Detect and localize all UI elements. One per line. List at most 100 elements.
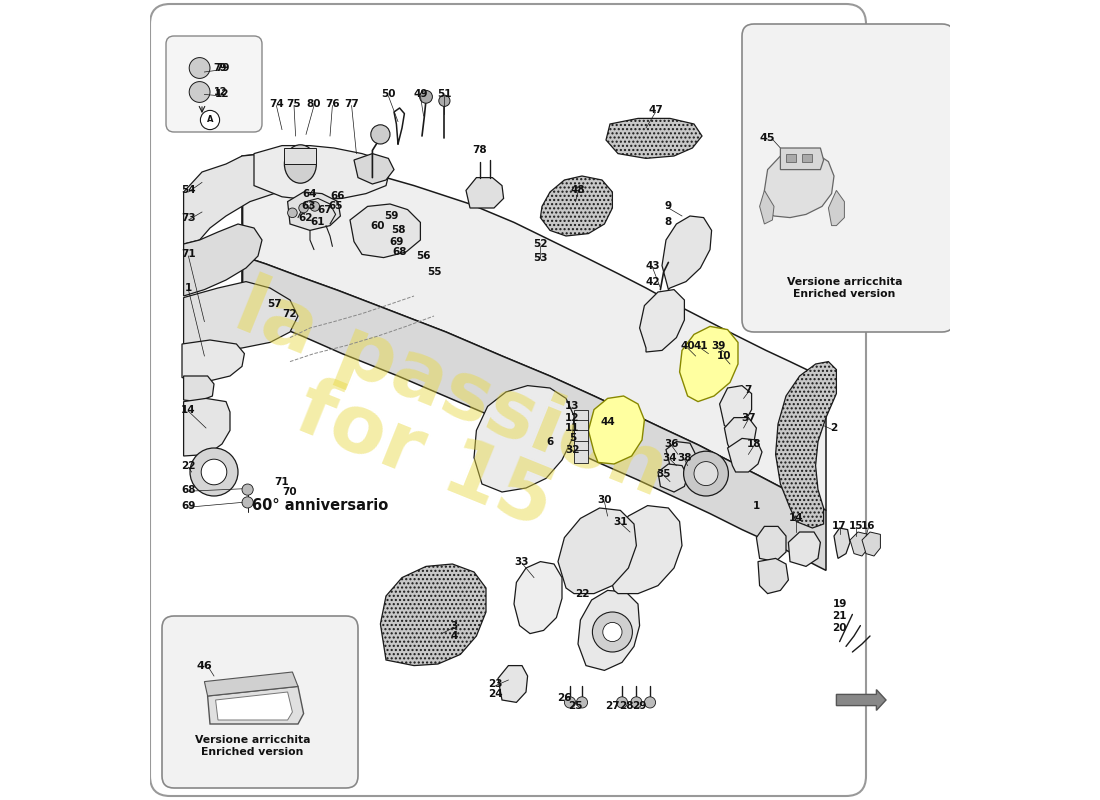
Bar	[574, 430, 589, 443]
Polygon shape	[242, 256, 826, 570]
FancyBboxPatch shape	[742, 24, 954, 332]
Text: 49: 49	[414, 90, 428, 99]
Polygon shape	[285, 148, 317, 164]
Text: 43: 43	[645, 261, 660, 270]
Text: 79: 79	[213, 63, 227, 73]
Text: 7: 7	[745, 386, 752, 395]
Polygon shape	[208, 686, 304, 724]
Polygon shape	[658, 464, 688, 492]
Text: 11: 11	[565, 423, 580, 433]
Polygon shape	[680, 326, 738, 402]
Text: 32: 32	[565, 445, 580, 454]
Text: 66: 66	[331, 191, 345, 201]
Text: 71: 71	[182, 250, 196, 259]
Polygon shape	[184, 398, 230, 456]
Text: 60° anniversario: 60° anniversario	[252, 498, 388, 513]
Text: 60: 60	[371, 221, 385, 230]
Circle shape	[645, 697, 656, 708]
Text: 34: 34	[662, 453, 678, 462]
Circle shape	[189, 58, 210, 78]
Polygon shape	[776, 362, 836, 528]
Polygon shape	[205, 672, 298, 696]
Circle shape	[419, 90, 432, 103]
Polygon shape	[606, 506, 682, 594]
Text: 63: 63	[301, 202, 316, 211]
Text: 46: 46	[197, 661, 212, 670]
Circle shape	[576, 697, 587, 708]
Text: 54: 54	[182, 186, 196, 195]
Text: 37: 37	[741, 413, 756, 422]
Text: 21: 21	[833, 611, 847, 621]
Text: 68: 68	[182, 485, 196, 494]
Text: 14: 14	[182, 405, 196, 414]
Text: 19: 19	[833, 599, 847, 609]
Text: 57: 57	[266, 299, 282, 309]
Polygon shape	[727, 438, 762, 472]
Bar	[574, 420, 589, 433]
Text: 33: 33	[515, 557, 529, 566]
Text: 61: 61	[310, 218, 326, 227]
Text: 38: 38	[678, 453, 692, 462]
Circle shape	[190, 448, 238, 496]
Text: 40: 40	[680, 341, 695, 350]
Text: 70: 70	[283, 487, 297, 497]
Text: 1: 1	[185, 283, 192, 293]
Text: 15: 15	[848, 522, 862, 531]
Text: 2: 2	[830, 423, 837, 433]
Text: 25: 25	[569, 701, 583, 710]
Text: A: A	[207, 115, 213, 125]
Text: 12: 12	[213, 87, 227, 97]
Polygon shape	[514, 562, 562, 634]
Polygon shape	[850, 532, 868, 556]
Text: 50: 50	[381, 90, 396, 99]
Circle shape	[201, 459, 227, 485]
Polygon shape	[758, 558, 789, 594]
Polygon shape	[578, 590, 639, 670]
Text: 55: 55	[427, 267, 441, 277]
Circle shape	[189, 82, 210, 102]
Polygon shape	[184, 282, 298, 352]
Text: 56: 56	[416, 251, 431, 261]
FancyBboxPatch shape	[162, 616, 358, 788]
Text: 41: 41	[693, 341, 707, 350]
Text: 22: 22	[574, 589, 590, 598]
Polygon shape	[760, 190, 774, 224]
Text: Versione arricchita: Versione arricchita	[786, 277, 902, 286]
Text: 29: 29	[632, 701, 647, 710]
Circle shape	[564, 697, 575, 708]
Polygon shape	[789, 532, 821, 566]
Text: Enriched version: Enriched version	[201, 747, 304, 757]
Polygon shape	[828, 190, 845, 226]
Text: 67: 67	[317, 205, 332, 214]
Polygon shape	[184, 224, 262, 296]
Text: 42: 42	[645, 277, 660, 286]
Polygon shape	[639, 290, 684, 352]
Text: 28: 28	[618, 701, 634, 710]
Text: 39: 39	[711, 341, 725, 350]
Text: Versione arricchita: Versione arricchita	[195, 735, 310, 745]
Polygon shape	[184, 154, 306, 244]
Polygon shape	[498, 666, 528, 702]
Text: 20: 20	[833, 623, 847, 633]
Text: 6: 6	[547, 437, 553, 446]
Polygon shape	[474, 386, 574, 492]
Circle shape	[593, 612, 632, 652]
Polygon shape	[540, 176, 613, 236]
Text: 31: 31	[613, 517, 628, 526]
Polygon shape	[836, 690, 886, 710]
Text: 72: 72	[283, 309, 297, 318]
FancyBboxPatch shape	[150, 4, 866, 796]
Text: 73: 73	[182, 213, 196, 222]
Text: 12: 12	[565, 413, 580, 422]
Polygon shape	[662, 216, 712, 290]
Polygon shape	[764, 150, 834, 218]
Circle shape	[616, 697, 628, 708]
Polygon shape	[184, 376, 214, 402]
Text: 4: 4	[450, 631, 458, 641]
Circle shape	[683, 451, 728, 496]
Text: 62: 62	[299, 213, 314, 222]
Text: Enriched version: Enriched version	[793, 290, 895, 299]
Text: 74: 74	[270, 99, 284, 109]
Text: 23: 23	[488, 679, 503, 689]
Text: 27: 27	[605, 701, 619, 710]
